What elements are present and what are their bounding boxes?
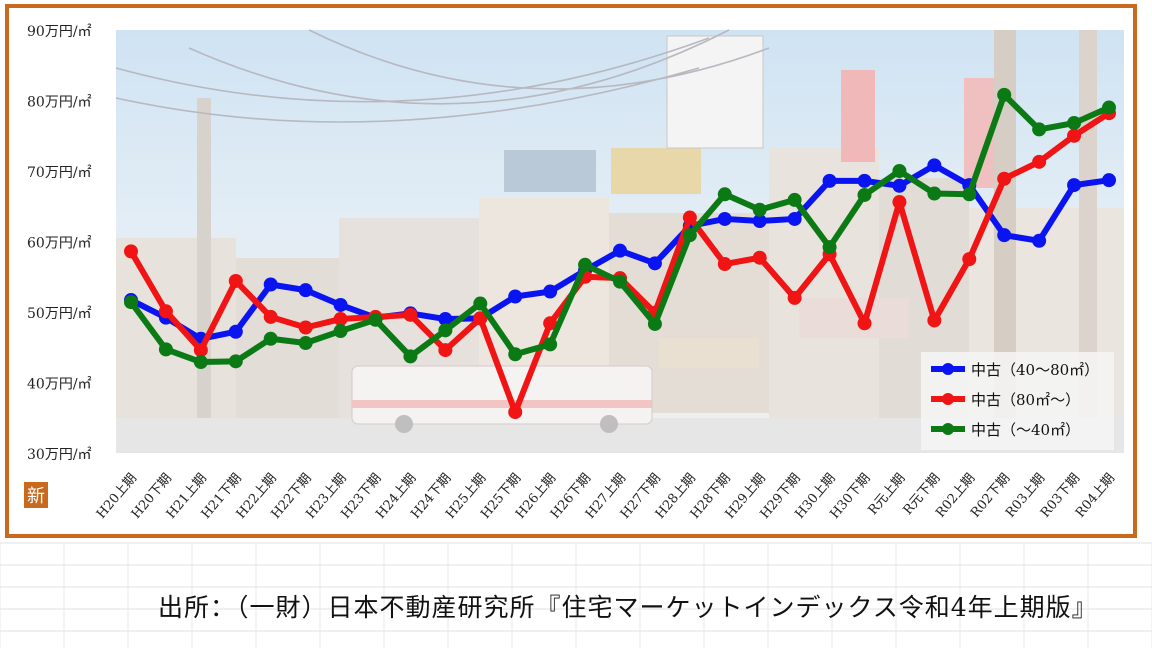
y-tick-label: 90万円/㎡ xyxy=(27,24,92,40)
data-point xyxy=(403,349,418,364)
data-point xyxy=(124,244,138,259)
legend-label: 中古（40～80㎡） xyxy=(971,361,1099,379)
data-point xyxy=(298,283,313,298)
data-point xyxy=(298,320,313,335)
data-point xyxy=(263,309,278,324)
y-tick-label: 40万円/㎡ xyxy=(27,377,92,393)
data-point xyxy=(333,312,348,327)
data-point xyxy=(438,323,453,338)
source-note: 出所：（一財）日本不動産研究所『住宅マーケットインデックス令和4年上期版』 xyxy=(158,593,1098,622)
data-point xyxy=(158,304,173,319)
data-point xyxy=(752,202,767,217)
legend-marker xyxy=(942,393,954,405)
data-point xyxy=(263,331,278,346)
data-point xyxy=(333,324,348,339)
data-point xyxy=(717,187,732,202)
y-tick-label: 50万円/㎡ xyxy=(27,306,92,322)
data-point xyxy=(438,343,453,358)
data-point xyxy=(822,240,837,255)
data-point xyxy=(158,342,173,357)
data-point xyxy=(368,312,383,327)
data-point xyxy=(473,296,488,311)
data-point xyxy=(1032,233,1047,248)
data-point xyxy=(892,178,907,193)
data-point xyxy=(613,243,627,258)
legend-label: 中古（80㎡～） xyxy=(971,391,1080,409)
data-point xyxy=(508,405,523,420)
legend-marker xyxy=(942,423,954,435)
data-point xyxy=(228,324,243,339)
data-point xyxy=(962,187,977,202)
data-point xyxy=(787,290,802,305)
data-point xyxy=(124,295,138,310)
data-point xyxy=(333,297,348,312)
y-tick-label: 30万円/㎡ xyxy=(27,447,92,463)
data-point xyxy=(1067,116,1082,131)
data-point xyxy=(752,214,767,229)
data-point xyxy=(857,173,872,188)
data-point xyxy=(647,256,662,271)
data-point xyxy=(857,187,872,202)
y-tick-label: 60万円/㎡ xyxy=(27,236,92,252)
data-point xyxy=(298,336,313,351)
legend-marker xyxy=(942,363,954,375)
data-point xyxy=(263,277,278,292)
data-point xyxy=(997,87,1012,102)
data-point xyxy=(857,316,872,331)
data-point xyxy=(997,171,1012,186)
legend-label: 中古（～40㎡） xyxy=(971,421,1080,439)
line-chart: 30万円/㎡ 40万円/㎡ 50万円/㎡ 60万円/㎡ 70万円/㎡ 80万円/㎡ 90万円… xyxy=(24,24,1124,522)
data-point xyxy=(927,186,942,201)
data-point xyxy=(787,192,802,207)
data-point xyxy=(682,228,697,243)
data-point xyxy=(1102,173,1116,188)
data-point xyxy=(822,173,837,188)
data-point xyxy=(193,343,208,358)
data-point xyxy=(543,316,558,331)
data-point xyxy=(717,257,732,272)
data-point xyxy=(1067,178,1082,193)
data-point xyxy=(927,158,942,173)
x-axis: H20上期H20下期H21上期H21下期H22上期H22下期H23上期H23下期… xyxy=(94,471,1118,522)
y-axis: 30万円/㎡ 40万円/㎡ 50万円/㎡ 60万円/㎡ 70万円/㎡ 80万円/㎡ 90万円… xyxy=(27,24,92,463)
data-point xyxy=(228,273,243,288)
data-point xyxy=(508,289,523,304)
new-badge: 新 xyxy=(24,482,48,508)
data-point xyxy=(997,228,1012,243)
data-point xyxy=(927,313,942,328)
data-point xyxy=(717,211,732,226)
data-point xyxy=(892,164,907,178)
data-point xyxy=(1067,128,1082,143)
y-tick-label: 80万円/㎡ xyxy=(27,95,92,111)
x-tick-label: R元上期 xyxy=(866,471,909,518)
data-point xyxy=(962,252,977,267)
data-point xyxy=(228,354,243,369)
legend: 中古（40～80㎡） 中古（80㎡～） 中古（～40㎡） xyxy=(921,352,1114,450)
data-point xyxy=(1032,122,1047,137)
data-point xyxy=(647,316,662,331)
data-point xyxy=(752,250,767,265)
data-point xyxy=(543,284,558,299)
data-point xyxy=(193,355,208,370)
data-point xyxy=(438,312,453,327)
data-point xyxy=(787,211,802,226)
series-layer xyxy=(124,87,1116,420)
series-3 xyxy=(124,87,1116,370)
chart-frame: 30万円/㎡ 40万円/㎡ 50万円/㎡ 60万円/㎡ 70万円/㎡ 80万円/㎡ 90万円… xyxy=(5,4,1137,538)
data-point xyxy=(613,274,627,289)
data-point xyxy=(682,210,697,225)
data-point xyxy=(543,337,558,352)
data-point xyxy=(473,311,488,326)
data-point xyxy=(1102,100,1116,115)
new-badge-text: 新 xyxy=(27,486,45,507)
data-point xyxy=(403,307,418,322)
data-point xyxy=(892,195,907,210)
data-point xyxy=(508,347,523,362)
data-point xyxy=(578,257,593,272)
y-tick-label: 70万円/㎡ xyxy=(27,165,92,181)
data-point xyxy=(1032,154,1047,169)
